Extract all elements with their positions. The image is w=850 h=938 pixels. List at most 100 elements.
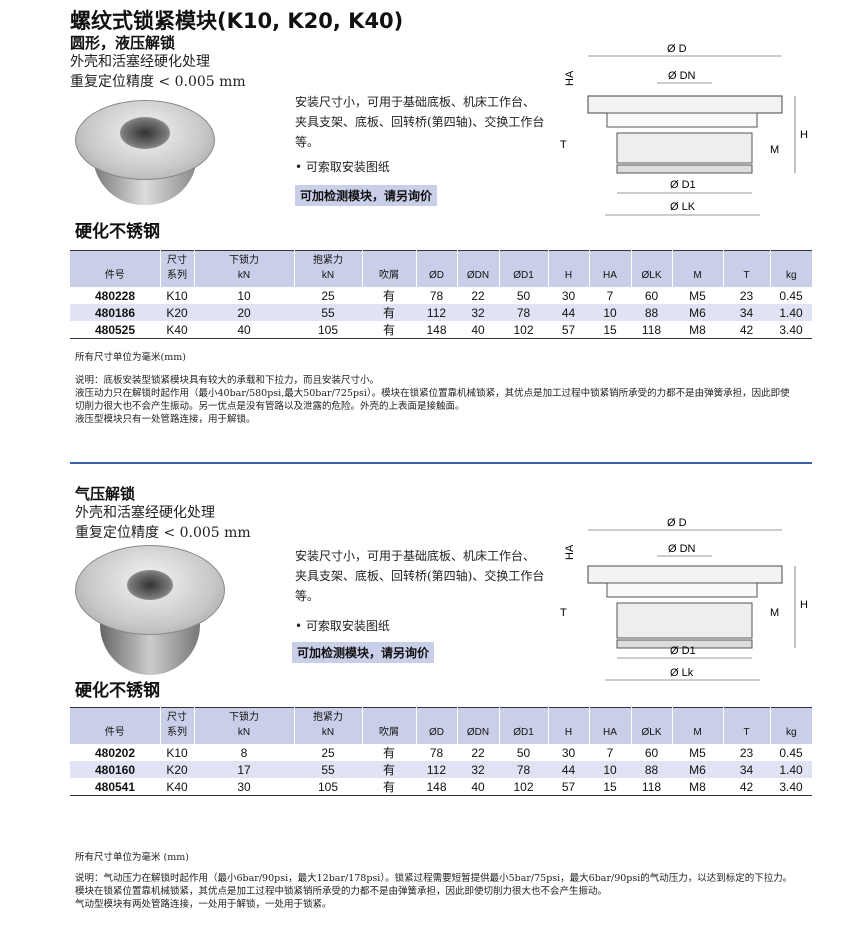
column-header: ØD1 [498,250,548,287]
table-row: 480160 K20 17 55 有 112 32 78 44 10 88 M6 34 1.40 [70,761,812,778]
header-text: M [693,270,702,281]
table-cell: 34 [723,304,770,321]
table-cell: 17 [194,761,294,778]
table-cell: 1.40 [770,304,812,321]
column-header: ØD [415,707,457,744]
feature-line: 外壳和活塞经硬化处理 [70,54,210,70]
table-cell: 112 [416,304,457,321]
table-cell: 有 [382,289,395,303]
table-cell: 78 [429,288,444,303]
table-cell: K10 [166,745,188,760]
drawing-bullet: • 可索取安装图纸 [295,619,390,633]
table-cell: 有 [362,304,416,321]
header-text: M [693,727,702,738]
table-cell: 32 [457,761,499,778]
table-cell: M5 [689,745,706,760]
table-cell: 15 [603,322,617,337]
dim-t: T [560,139,567,151]
column-header: HA [588,250,631,287]
table-cell: 148 [426,779,447,794]
header-text: ØD [429,270,444,281]
header-text: T [743,727,750,738]
table-cell: 78 [499,761,548,778]
column-header: ØDN [456,250,499,287]
table-cell: 3.40 [779,779,803,794]
dimension-diagram: Ø D Ø DN HA T H M Ø D1 Ø LK [560,43,808,216]
dim-h: H [800,129,808,141]
inspection-badge: 可加检测模块，请另询价 [295,185,438,206]
table-cell: 480202 [94,745,136,760]
notes: 说明：气动压力在解锁时起作用（最小6bar/90psi，最大12bar/178p… [75,872,795,911]
column-header: H [547,707,589,744]
table-cell: K40 [166,779,188,794]
header-text: ØLK [641,270,662,281]
header-text: 尺寸 [167,712,187,723]
product-image [75,95,215,210]
table-cell: 30 [561,288,576,303]
table-cell: 10 [237,288,251,303]
column-header: T [722,707,770,744]
header-text: HA [603,727,617,738]
note-line: 气动型模块有两处管路连接，一处用于解锁，一处用于锁紧。 [75,899,332,910]
header-text: H [564,727,573,738]
table-cell: K20 [160,304,194,321]
column-header: ØD1 [498,707,548,744]
table-cell: M6 [672,304,723,321]
table-cell: 42 [739,779,754,794]
table-cell: 55 [294,304,362,321]
note-line: 说明：气动压力在解锁时起作用（最小6bar/90psi，最大12bar/178p… [75,873,793,897]
table-cell: M8 [689,779,706,794]
table-cell: 148 [426,322,447,337]
description: 安装尺寸小，可用于基础底板、机床工作台、夹具支架、底板、回转桥(第四轴)、交换工… [295,95,545,149]
header-text: T [743,270,750,281]
table-cell: 有 [382,323,395,337]
column-header: 抱紧力 kN [293,250,362,287]
column-header: kg [769,250,812,287]
column-header: H [547,250,589,287]
column-header: 件号 [70,707,160,744]
table-cell: 有 [362,761,416,778]
header-text: HA [603,270,617,281]
material-heading: 硬化不锈钢 [75,222,160,242]
table-cell: 102 [513,779,534,794]
product-image [75,540,225,680]
table-cell: 40 [471,779,485,794]
section-subtitle: 气压解锁 [75,485,136,503]
column-header: T [722,250,770,287]
column-header: kg [769,707,812,744]
dim-lk: Ø LK [670,201,696,213]
table-cell: 112 [416,761,457,778]
table-cell: M8 [689,322,706,337]
dim-ha: HA [564,544,576,560]
table-cell: 57 [561,322,576,337]
header-text: 吹屑 [379,270,399,281]
note-line: 液压动力只在解锁时起作用（最小40bar/580psi,最大50bar/725p… [75,388,790,412]
table-row: 480525 K40 40 105 有 148 40 102 57 15 118 M8 42 3.40 [70,321,812,339]
column-header: M [671,707,723,744]
table-row: 480202 K10 8 25 有 78 22 50 30 7 60 M5 23 0.45 [70,744,812,761]
table-cell: 30 [237,779,251,794]
material-heading: 硬化不锈钢 [75,681,160,701]
table-cell: 22 [471,288,485,303]
dim-d: Ø D [667,43,687,55]
table-cell: K10 [166,288,188,303]
table-cell: 3.40 [779,322,803,337]
column-header: 件号 [70,250,160,287]
table-cell: 0.45 [779,745,803,760]
note-line: 说明：底板安装型锁紧模块具有较大的承载和下拉力，而且安装尺寸小。 [75,375,380,386]
column-header: 下锁力 kN [193,707,294,744]
table-cell: K20 [160,761,194,778]
header-text: kg [785,270,797,281]
dim-h: H [800,599,808,611]
dim-lk: Ø Lk [670,667,694,679]
column-header: ØD [415,250,457,287]
header-text: 系列 [167,727,187,738]
header-text: ØLK [641,727,662,738]
header-text: 下锁力 [229,712,259,723]
table-cell: 78 [429,745,444,760]
table-row: 480228 K10 10 25 有 78 22 50 30 7 60 M5 23 0.45 [70,287,812,304]
table-cell: 78 [499,304,548,321]
notes: 说明：底板安装型锁紧模块具有较大的承载和下拉力，而且安装尺寸小。 液压动力只在解… [75,374,795,426]
table-cell: 0.45 [779,288,803,303]
